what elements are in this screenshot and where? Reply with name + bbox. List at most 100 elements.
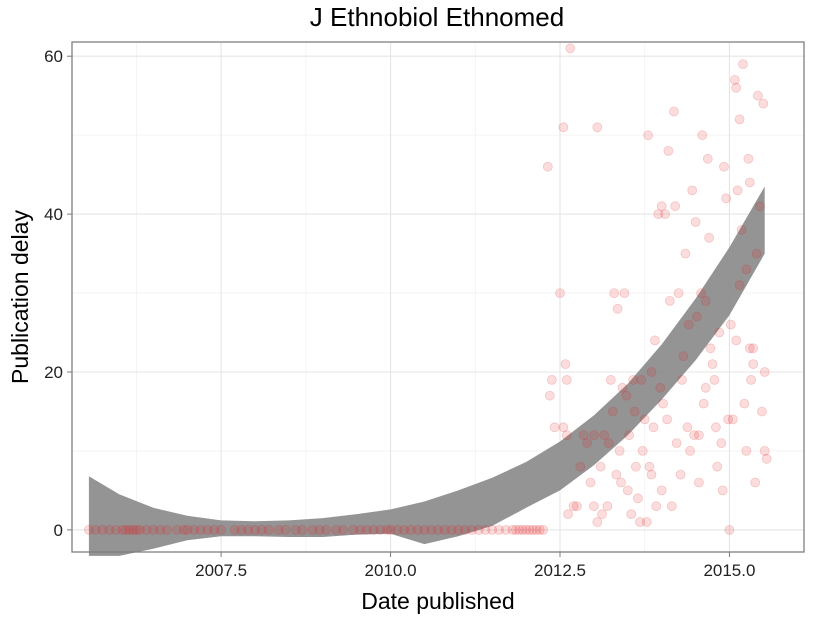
- data-point: [189, 525, 199, 535]
- data-point: [558, 422, 569, 433]
- data-point: [704, 232, 714, 243]
- data-point: [375, 525, 386, 535]
- data-point: [514, 525, 525, 535]
- data-point: [589, 430, 599, 441]
- data-point: [256, 525, 267, 535]
- data-point: [549, 422, 560, 433]
- data-point: [348, 525, 359, 535]
- data-point: [141, 525, 152, 535]
- data-point: [622, 485, 633, 496]
- data-point: [592, 517, 603, 527]
- data-point: [453, 525, 464, 535]
- data-point: [621, 390, 632, 401]
- data-point: [682, 422, 693, 433]
- data-point: [612, 303, 623, 314]
- data-point: [209, 525, 220, 535]
- data-point: [616, 477, 626, 488]
- data-point: [755, 201, 765, 212]
- data-point: [128, 525, 138, 535]
- data-point: [382, 525, 393, 535]
- data-point: [331, 525, 342, 535]
- data-point: [673, 288, 684, 299]
- data-point: [460, 525, 471, 535]
- data-point: [734, 280, 745, 291]
- data-point: [731, 335, 742, 346]
- data-point: [433, 525, 443, 535]
- data-point: [263, 525, 274, 535]
- y-tick-label: 20: [44, 363, 63, 382]
- data-point: [744, 177, 755, 188]
- data-point: [148, 525, 159, 535]
- data-point: [761, 453, 772, 464]
- data-point: [666, 501, 677, 512]
- data-point: [385, 525, 396, 535]
- data-point: [694, 477, 704, 488]
- data-point: [172, 525, 183, 535]
- data-point: [480, 525, 491, 535]
- y-tick-label: 60: [44, 47, 63, 66]
- data-point: [592, 122, 603, 133]
- data-point: [689, 430, 700, 441]
- data-point: [751, 248, 762, 259]
- data-point: [547, 374, 557, 385]
- x-tick-label: 2007.5: [195, 561, 247, 580]
- data-point: [558, 122, 569, 133]
- scatter-points: [84, 43, 772, 535]
- data-point: [624, 430, 634, 441]
- y-tick-label: 0: [54, 521, 63, 540]
- data-point: [90, 525, 101, 535]
- data-point: [597, 509, 607, 519]
- data-point: [608, 406, 618, 417]
- data-point: [724, 525, 735, 535]
- x-tick-label: 2012.5: [534, 561, 586, 580]
- data-point: [568, 501, 579, 512]
- data-point: [338, 525, 349, 535]
- data-point: [494, 525, 504, 535]
- plot-border: [71, 41, 805, 553]
- data-point: [750, 477, 761, 488]
- data-point: [653, 209, 664, 220]
- grid-minor: [72, 42, 804, 552]
- y-axis: 0 20 40 60: [44, 47, 72, 540]
- data-point: [611, 469, 622, 480]
- data-point: [585, 477, 596, 488]
- data-point: [412, 525, 423, 535]
- data-point: [614, 445, 625, 456]
- smooth-confidence-band: [88, 186, 765, 556]
- data-point: [544, 390, 555, 401]
- data-point: [669, 106, 679, 117]
- data-point: [731, 82, 742, 93]
- data-point: [739, 398, 750, 409]
- data-point: [399, 525, 410, 535]
- data-point: [736, 224, 747, 235]
- data-point: [473, 525, 484, 535]
- data-point: [216, 525, 227, 535]
- chart-title: J Ethnobiol Ethnomed: [310, 2, 564, 32]
- data-point: [561, 374, 572, 385]
- data-point: [439, 525, 450, 535]
- data-point: [748, 343, 759, 354]
- data-point: [635, 517, 645, 527]
- data-point: [748, 359, 759, 370]
- data-point: [131, 525, 142, 535]
- data-point: [617, 382, 628, 393]
- data-point: [560, 359, 571, 370]
- data-point: [721, 193, 731, 204]
- data-point: [572, 501, 582, 512]
- data-point: [250, 525, 260, 535]
- data-point: [641, 517, 652, 527]
- data-point: [730, 75, 740, 85]
- data-point: [707, 359, 718, 370]
- data-point: [648, 422, 659, 433]
- data-point: [743, 153, 754, 164]
- data-point: [361, 525, 372, 535]
- data-point: [321, 525, 332, 535]
- data-point: [637, 445, 648, 456]
- data-point: [692, 311, 702, 322]
- data-point: [121, 525, 132, 535]
- data-point: [651, 501, 662, 512]
- data-point: [521, 525, 531, 535]
- data-point: [236, 525, 247, 535]
- data-point: [716, 438, 727, 449]
- data-point: [670, 201, 681, 212]
